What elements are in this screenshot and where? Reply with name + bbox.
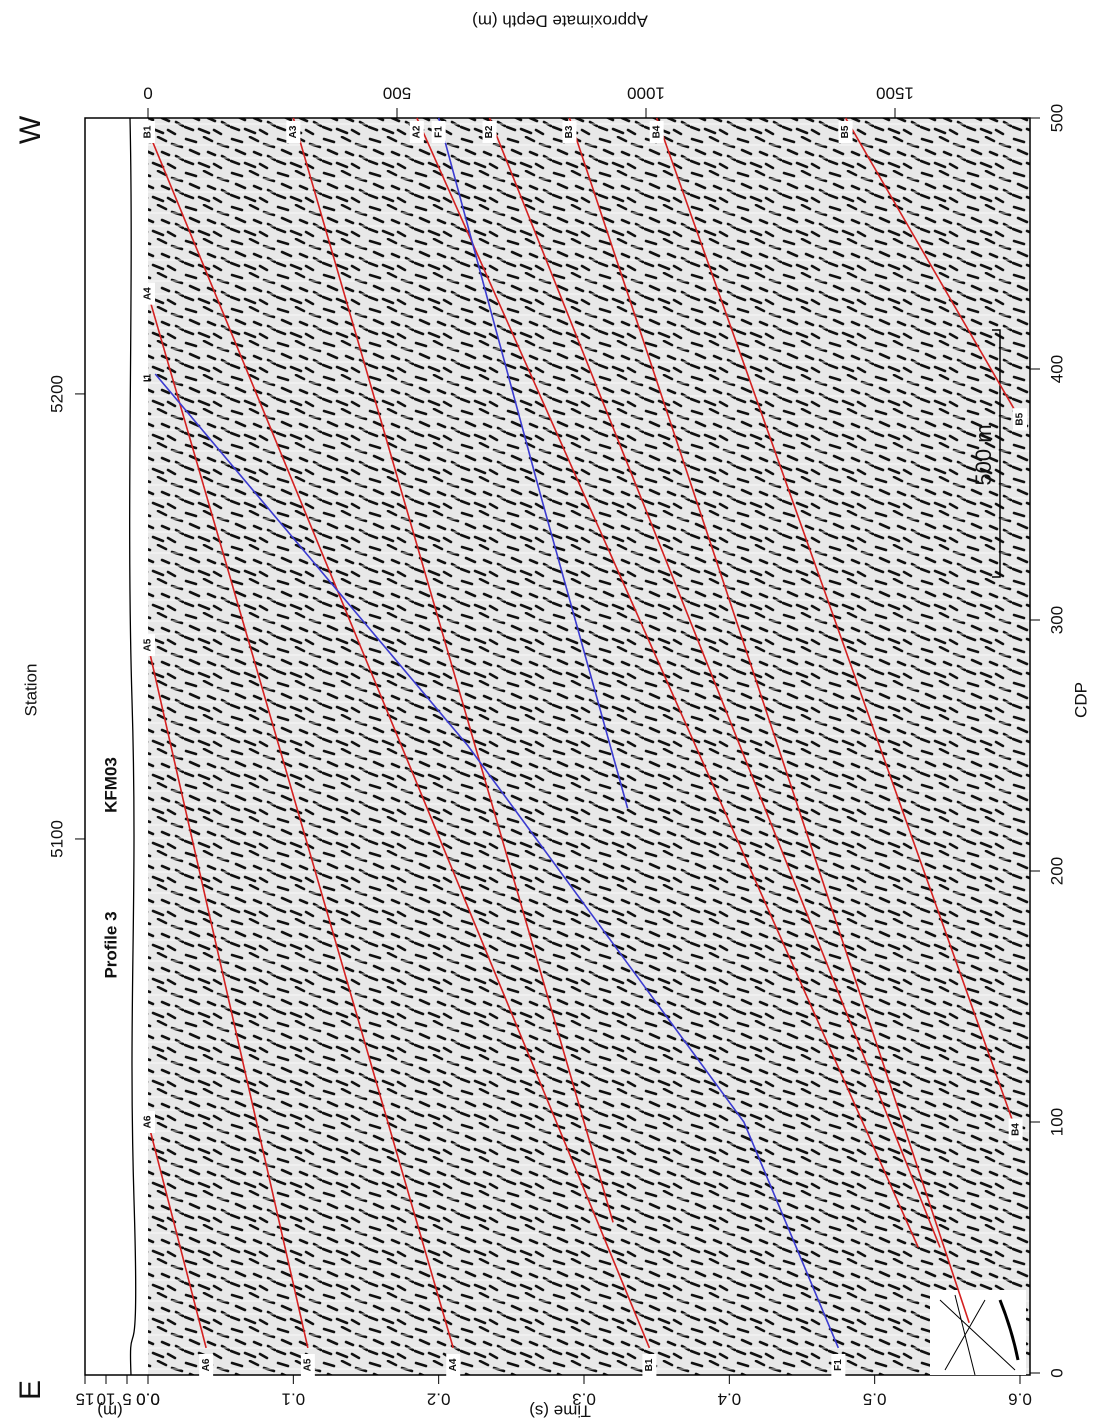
reflector-label: B3: [564, 125, 575, 138]
reflector-label: F1: [433, 126, 444, 138]
x-tick-label: 0: [1047, 1368, 1066, 1377]
y-tick-label: 0.3: [572, 1390, 596, 1409]
west-label: W: [14, 115, 47, 144]
reflector-label-box: [199, 1354, 214, 1376]
reflector-label: B5: [1015, 412, 1026, 425]
x-axis-label: CDP: [1071, 682, 1090, 718]
topography: [129, 117, 137, 1376]
reflector-label: A5: [143, 638, 154, 651]
x-tick-label: 100: [1047, 1108, 1066, 1136]
scale-label: 500 m: [971, 424, 996, 485]
reflector-label: B4: [1010, 1123, 1021, 1136]
y-tick-label: 0.4: [718, 1390, 742, 1409]
reflector-label: B5: [840, 125, 851, 138]
reflector: [147, 130, 651, 1349]
x-tick-label: 400: [1047, 355, 1066, 383]
reflector: [488, 117, 941, 1248]
y-axis-label: Time (s): [529, 1402, 591, 1421]
elevation-tick-label: 15: [76, 1390, 95, 1409]
reflector-label: A3: [288, 125, 299, 138]
scale-bar: [992, 329, 1001, 578]
depth-tick-label: 1000: [627, 84, 665, 103]
inset-map: [930, 1290, 1026, 1376]
reflector-label-box: [642, 1354, 657, 1376]
y-tick-label: 0.1: [282, 1390, 306, 1409]
profile-label: Profile 3: [101, 911, 120, 978]
reflector-label-box: [1013, 408, 1027, 431]
reflector-label-box: [141, 282, 155, 305]
reflector-label-box: [562, 121, 577, 143]
reflector-label-box: [831, 1354, 846, 1376]
reflector-label: B1: [644, 1358, 655, 1371]
y-tick-label: 0.0: [136, 1390, 160, 1409]
y-tick-label: 0.6: [1008, 1390, 1032, 1409]
x-tick-label: 300: [1047, 606, 1066, 634]
reflector: [655, 117, 1017, 1130]
depth-axis-label: Approximate Depth (m): [472, 12, 648, 31]
seismic-section: [148, 118, 1030, 1375]
reflector: [147, 293, 454, 1349]
reflector: [568, 117, 970, 1324]
reflector-label-box: [141, 121, 155, 143]
reflector-label-box: [482, 121, 497, 143]
depth-tick-label: 0: [143, 84, 152, 103]
reflector-label: A5: [303, 1358, 314, 1371]
zone-label: I1: [143, 373, 154, 382]
reflector: [147, 644, 309, 1349]
reflector-label-box: [286, 121, 301, 143]
reflector-label-box: [300, 1354, 315, 1376]
reflector: [292, 117, 614, 1223]
reflector: [416, 117, 919, 1248]
elevation-label: (m): [97, 1402, 122, 1421]
reflector-label-box: [141, 634, 155, 657]
reflector-label: A4: [448, 1358, 459, 1371]
reflector-label-box: [446, 1354, 461, 1376]
reflector-label: A4: [143, 287, 154, 300]
station-tick-label: 5100: [47, 820, 66, 858]
reflector-label: F1: [833, 1359, 844, 1371]
east-label: E: [14, 1380, 47, 1400]
station-tick-label: 5200: [47, 375, 66, 413]
elevation-tick-label: 5: [122, 1390, 131, 1409]
borehole-label: KFM03: [101, 757, 120, 813]
reflector-label: B2: [484, 125, 495, 138]
reflector: [844, 117, 1021, 420]
elevation-tick-label: 10: [97, 1390, 116, 1409]
reflector: [147, 1121, 207, 1349]
reflector-label: A6: [143, 1115, 154, 1128]
depth-tick-label: 1500: [876, 84, 914, 103]
x-tick-label: 200: [1047, 857, 1066, 885]
reflector-label-box: [431, 121, 446, 143]
elevation-tick-label: 0.0: [136, 1390, 160, 1409]
reflector-label-box: [1008, 1118, 1023, 1141]
reflector-label-box: [141, 1111, 155, 1133]
y-tick-label: 0.5: [863, 1390, 887, 1409]
reflector-label-box: [649, 121, 664, 143]
reflector: [154, 373, 840, 1349]
reflector: [437, 117, 629, 809]
reflector-label: A2: [412, 125, 423, 138]
y-tick-label: 0.2: [427, 1390, 451, 1409]
reflector-label: B1: [143, 125, 154, 138]
station-label: Station: [21, 664, 40, 717]
reflector-label: B4: [651, 125, 662, 138]
reflector-label-box: [838, 121, 853, 143]
depth-tick-label: 500: [383, 84, 411, 103]
reflector-label-box: [409, 121, 424, 143]
x-tick-label: 500: [1047, 104, 1066, 132]
reflector-label: A6: [201, 1358, 212, 1371]
